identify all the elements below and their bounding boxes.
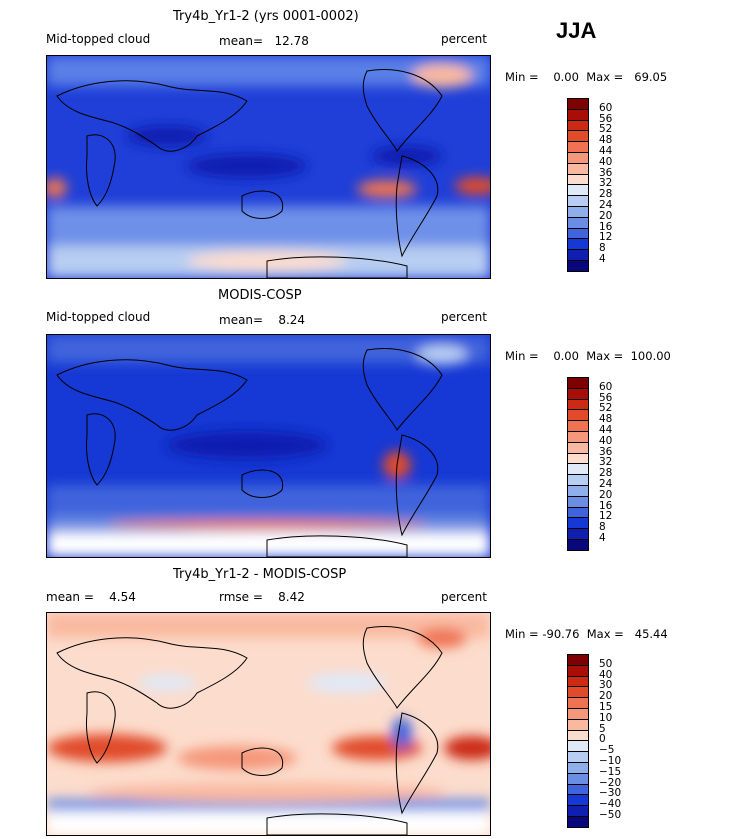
colorbar-tick-label: 4 — [599, 253, 606, 265]
colorbar-swatch — [567, 816, 589, 828]
colorbar-tick-label: −20 — [599, 776, 622, 789]
colorbar-tick-label: 20 — [599, 690, 613, 703]
colorbar-tick-label: 8 — [599, 242, 606, 255]
panel-2-coastlines — [56, 348, 443, 557]
panel-2-map — [46, 334, 491, 558]
colorbar-tick-label: 36 — [599, 166, 613, 179]
colorbar-tick-label: 24 — [599, 199, 613, 211]
colorbar-tick-label: 12 — [599, 231, 613, 244]
panel-3-title: Try4b_Yr1-2 - MODIS-COSP — [173, 567, 347, 582]
panel-1-map — [46, 55, 491, 279]
panel-2-units-label: percent — [441, 310, 487, 324]
colorbar-tick-label: 10 — [599, 711, 613, 724]
colorbar-tick-label: 5 — [599, 722, 606, 735]
panel-3-mean-label: mean = 4.54 — [46, 590, 136, 604]
colorbar-tick-label: −10 — [599, 755, 622, 767]
colorbar-tick-label: 32 — [599, 177, 613, 190]
colorbar-tick-label: 36 — [599, 445, 613, 458]
panel-3-map — [46, 612, 491, 836]
panel-1-map-svg — [47, 56, 490, 278]
colorbar-tick-label: 52 — [599, 123, 613, 136]
panel-2-variable-label: Mid-topped cloud — [46, 310, 151, 324]
colorbar-tick-label: 52 — [599, 402, 613, 415]
colorbar-tick-label: 0 — [599, 733, 606, 746]
colorbar-tick-label: 56 — [599, 391, 613, 404]
panel-3-rmse-label: rmse = 8.42 — [219, 590, 305, 604]
panel-3-coastlines — [56, 626, 443, 835]
colorbar-tick-label: −15 — [599, 765, 622, 778]
colorbar-tick-label: 56 — [599, 112, 613, 125]
colorbar-tick-label: 44 — [599, 145, 613, 157]
panel-3-diff-field — [47, 613, 490, 835]
colorbar-tick-label: 20 — [599, 209, 613, 222]
panel-1-coastlines — [56, 69, 443, 278]
colorbar-tick-label: 16 — [599, 499, 613, 512]
colorbar-tick-label: 50 — [599, 657, 613, 670]
colorbar-tick-label: 40 — [599, 155, 613, 168]
colorbar-tick-label: 60 — [599, 380, 613, 393]
panel-3-minmax: Min = -90.76 Max = 45.44 — [505, 627, 668, 641]
colorbar-tick-label: 15 — [599, 701, 613, 713]
colorbar-swatch — [567, 260, 589, 272]
colorbar-tick-label: 28 — [599, 467, 613, 480]
panel-2-title: MODIS-COSP — [218, 288, 302, 303]
panel-3-units-label: percent — [441, 590, 487, 604]
panel-2-minmax: Min = 0.00 Max = 100.00 — [505, 349, 671, 363]
panel-1-variable-label: Mid-topped cloud — [46, 32, 151, 46]
panel-2-cloud-field — [47, 335, 490, 557]
panel-1-cloud-field — [47, 56, 490, 278]
colorbar-tick-label: 4 — [599, 532, 606, 544]
colorbar-tick-label: 60 — [599, 101, 613, 114]
colorbar-tick-label: 48 — [599, 413, 613, 426]
colorbar-tick-label: 16 — [599, 220, 613, 233]
panel-1-minmax: Min = 0.00 Max = 69.05 — [505, 70, 668, 84]
colorbar-tick-label: 24 — [599, 478, 613, 490]
colorbar-tick-label: 44 — [599, 424, 613, 436]
panel-3-map-svg — [47, 613, 490, 835]
colorbar-swatch — [567, 539, 589, 551]
panel-2-map-svg — [47, 335, 490, 557]
panel-1-units-label: percent — [441, 32, 487, 46]
colorbar-tick-label: 30 — [599, 679, 613, 692]
colorbar-tick-label: 20 — [599, 488, 613, 501]
colorbar-tick-label: 12 — [599, 510, 613, 523]
panel-1-mean-label: mean= 12.78 — [219, 34, 309, 48]
colorbar-tick-label: 32 — [599, 456, 613, 469]
colorbar-tick-label: −40 — [599, 798, 622, 811]
colorbar-tick-label: 40 — [599, 434, 613, 447]
colorbar-tick-label: −50 — [599, 809, 622, 821]
colorbar-tick-label: 28 — [599, 188, 613, 201]
colorbar-tick-label: 8 — [599, 521, 606, 534]
colorbar-tick-label: 40 — [599, 668, 613, 681]
panel-1-title: Try4b_Yr1-2 (yrs 0001-0002) — [173, 9, 359, 24]
colorbar-tick-label: 48 — [599, 134, 613, 147]
colorbar-tick-label: −5 — [599, 744, 615, 757]
panel-2-mean-label: mean= 8.24 — [219, 313, 306, 327]
season-label: JJA — [556, 18, 597, 43]
colorbar-tick-label: −30 — [599, 787, 622, 800]
